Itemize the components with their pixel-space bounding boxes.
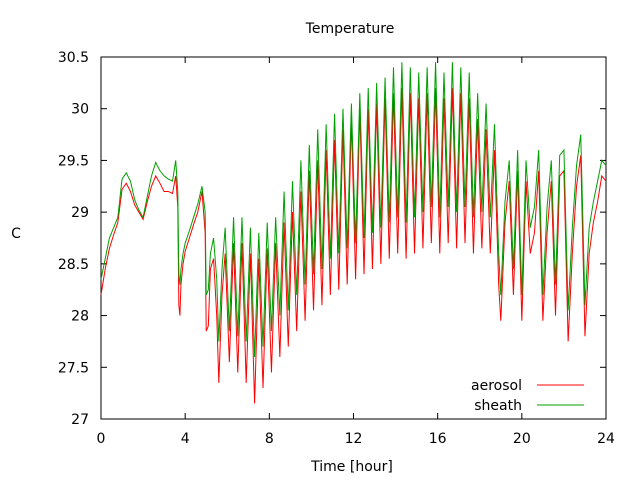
x-tick-label: 8 xyxy=(265,431,274,447)
legend-label-sheath: sheath xyxy=(474,398,522,414)
y-tick-label: 30 xyxy=(71,102,89,118)
x-tick-label: 4 xyxy=(181,431,190,447)
x-tick-label: 0 xyxy=(97,431,106,447)
x-tick-label: 12 xyxy=(345,431,363,447)
y-tick-label: 28.5 xyxy=(58,257,89,273)
legend-label-aerosol: aerosol xyxy=(471,378,522,394)
y-tick-label: 27.5 xyxy=(58,360,89,376)
x-tick-label: 20 xyxy=(513,431,531,447)
y-axis-label: C xyxy=(11,226,21,242)
y-tick-label: 29.5 xyxy=(58,153,89,169)
x-tick-label: 24 xyxy=(597,431,615,447)
series-line-sheath xyxy=(100,62,607,357)
chart-title: Temperature xyxy=(305,21,395,37)
y-tick-label: 27 xyxy=(71,412,89,428)
y-tick-label: 30.5 xyxy=(58,50,89,66)
y-tick-label: 29 xyxy=(71,205,89,221)
plot-area-frame xyxy=(100,56,607,420)
legend: aerosol sheath xyxy=(471,378,584,414)
y-tick-label: 28 xyxy=(71,309,89,325)
x-tick-label: 16 xyxy=(429,431,447,447)
x-axis-ticks: 0 4 8 12 16 20 24 xyxy=(97,57,615,447)
x-axis-label: Time [hour] xyxy=(310,459,393,475)
series-line-aerosol xyxy=(100,88,607,404)
y-axis-ticks: 27 27.5 28 28.5 29 29.5 30 30.5 xyxy=(58,50,606,428)
series-lines xyxy=(100,62,607,404)
